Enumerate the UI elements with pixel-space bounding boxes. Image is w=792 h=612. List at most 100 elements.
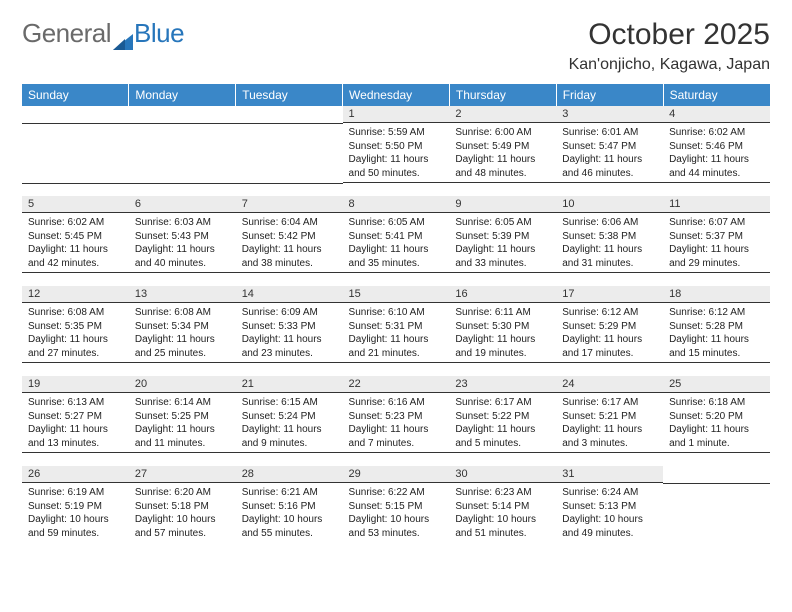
daylight-text: Daylight: 11 hours and 44 minutes. xyxy=(669,153,764,180)
calendar-row: 1Sunrise: 5:59 AMSunset: 5:50 PMDaylight… xyxy=(22,106,770,196)
sunrise-text: Sunrise: 6:06 AM xyxy=(562,216,657,230)
calendar-cell: 1Sunrise: 5:59 AMSunset: 5:50 PMDaylight… xyxy=(343,106,450,196)
sunset-text: Sunset: 5:37 PM xyxy=(669,230,764,244)
sunrise-text: Sunrise: 6:08 AM xyxy=(28,306,123,320)
day-number: 3 xyxy=(556,106,663,123)
calendar-cell: 25Sunrise: 6:18 AMSunset: 5:20 PMDayligh… xyxy=(663,376,770,466)
calendar-cell: 21Sunrise: 6:15 AMSunset: 5:24 PMDayligh… xyxy=(236,376,343,466)
calendar-cell: 28Sunrise: 6:21 AMSunset: 5:16 PMDayligh… xyxy=(236,466,343,556)
empty-day-body xyxy=(22,124,129,184)
sunrise-text: Sunrise: 6:20 AM xyxy=(135,486,230,500)
empty-day-number xyxy=(129,106,236,124)
day-body: Sunrise: 6:16 AMSunset: 5:23 PMDaylight:… xyxy=(343,393,450,453)
logo: General Blue xyxy=(22,18,184,49)
day-number: 17 xyxy=(556,286,663,303)
daylight-text: Daylight: 10 hours and 53 minutes. xyxy=(349,513,444,540)
sunset-text: Sunset: 5:31 PM xyxy=(349,320,444,334)
daylight-text: Daylight: 11 hours and 33 minutes. xyxy=(455,243,550,270)
calendar-cell: 30Sunrise: 6:23 AMSunset: 5:14 PMDayligh… xyxy=(449,466,556,556)
sunset-text: Sunset: 5:16 PM xyxy=(242,500,337,514)
daylight-text: Daylight: 11 hours and 7 minutes. xyxy=(349,423,444,450)
sunrise-text: Sunrise: 6:15 AM xyxy=(242,396,337,410)
sunset-text: Sunset: 5:29 PM xyxy=(562,320,657,334)
day-body: Sunrise: 6:22 AMSunset: 5:15 PMDaylight:… xyxy=(343,483,450,543)
day-body: Sunrise: 6:08 AMSunset: 5:35 PMDaylight:… xyxy=(22,303,129,363)
daylight-text: Daylight: 11 hours and 15 minutes. xyxy=(669,333,764,360)
sunset-text: Sunset: 5:38 PM xyxy=(562,230,657,244)
daylight-text: Daylight: 11 hours and 9 minutes. xyxy=(242,423,337,450)
sunrise-text: Sunrise: 6:22 AM xyxy=(349,486,444,500)
sunrise-text: Sunrise: 6:02 AM xyxy=(669,126,764,140)
day-number: 14 xyxy=(236,286,343,303)
calendar-table: Sunday Monday Tuesday Wednesday Thursday… xyxy=(22,84,770,556)
sunrise-text: Sunrise: 6:00 AM xyxy=(455,126,550,140)
day-number: 23 xyxy=(449,376,556,393)
calendar-cell: 24Sunrise: 6:17 AMSunset: 5:21 PMDayligh… xyxy=(556,376,663,466)
day-number: 31 xyxy=(556,466,663,483)
sunset-text: Sunset: 5:39 PM xyxy=(455,230,550,244)
day-body: Sunrise: 6:18 AMSunset: 5:20 PMDaylight:… xyxy=(663,393,770,453)
day-body: Sunrise: 6:03 AMSunset: 5:43 PMDaylight:… xyxy=(129,213,236,273)
location-text: Kan'onjicho, Kagawa, Japan xyxy=(569,56,770,74)
sunrise-text: Sunrise: 6:16 AM xyxy=(349,396,444,410)
day-number: 16 xyxy=(449,286,556,303)
day-body: Sunrise: 6:23 AMSunset: 5:14 PMDaylight:… xyxy=(449,483,556,543)
calendar-page: General Blue October 2025 Kan'onjicho, K… xyxy=(0,0,792,612)
sunset-text: Sunset: 5:23 PM xyxy=(349,410,444,424)
logo-text-blue: Blue xyxy=(134,18,184,49)
day-number: 20 xyxy=(129,376,236,393)
calendar-cell: 31Sunrise: 6:24 AMSunset: 5:13 PMDayligh… xyxy=(556,466,663,556)
col-tuesday: Tuesday xyxy=(236,84,343,106)
calendar-cell: 29Sunrise: 6:22 AMSunset: 5:15 PMDayligh… xyxy=(343,466,450,556)
day-body: Sunrise: 6:06 AMSunset: 5:38 PMDaylight:… xyxy=(556,213,663,273)
empty-day-number xyxy=(22,106,129,124)
daylight-text: Daylight: 10 hours and 59 minutes. xyxy=(28,513,123,540)
calendar-cell xyxy=(22,106,129,196)
sunset-text: Sunset: 5:28 PM xyxy=(669,320,764,334)
calendar-cell xyxy=(236,106,343,196)
sunrise-text: Sunrise: 6:09 AM xyxy=(242,306,337,320)
calendar-cell: 10Sunrise: 6:06 AMSunset: 5:38 PMDayligh… xyxy=(556,196,663,286)
col-thursday: Thursday xyxy=(449,84,556,106)
daylight-text: Daylight: 11 hours and 29 minutes. xyxy=(669,243,764,270)
calendar-cell: 26Sunrise: 6:19 AMSunset: 5:19 PMDayligh… xyxy=(22,466,129,556)
empty-day-number xyxy=(236,106,343,124)
day-body: Sunrise: 6:14 AMSunset: 5:25 PMDaylight:… xyxy=(129,393,236,453)
sunset-text: Sunset: 5:20 PM xyxy=(669,410,764,424)
sunset-text: Sunset: 5:34 PM xyxy=(135,320,230,334)
day-number: 27 xyxy=(129,466,236,483)
day-body: Sunrise: 6:13 AMSunset: 5:27 PMDaylight:… xyxy=(22,393,129,453)
day-number: 7 xyxy=(236,196,343,213)
col-sunday: Sunday xyxy=(22,84,129,106)
day-number: 12 xyxy=(22,286,129,303)
daylight-text: Daylight: 11 hours and 1 minute. xyxy=(669,423,764,450)
calendar-cell: 13Sunrise: 6:08 AMSunset: 5:34 PMDayligh… xyxy=(129,286,236,376)
day-body: Sunrise: 6:08 AMSunset: 5:34 PMDaylight:… xyxy=(129,303,236,363)
sunset-text: Sunset: 5:21 PM xyxy=(562,410,657,424)
day-body: Sunrise: 6:17 AMSunset: 5:22 PMDaylight:… xyxy=(449,393,556,453)
empty-day-body xyxy=(236,124,343,184)
day-body: Sunrise: 6:24 AMSunset: 5:13 PMDaylight:… xyxy=(556,483,663,543)
daylight-text: Daylight: 11 hours and 11 minutes. xyxy=(135,423,230,450)
calendar-cell: 16Sunrise: 6:11 AMSunset: 5:30 PMDayligh… xyxy=(449,286,556,376)
sunset-text: Sunset: 5:49 PM xyxy=(455,140,550,154)
calendar-cell: 18Sunrise: 6:12 AMSunset: 5:28 PMDayligh… xyxy=(663,286,770,376)
day-number: 2 xyxy=(449,106,556,123)
day-number: 25 xyxy=(663,376,770,393)
sunset-text: Sunset: 5:43 PM xyxy=(135,230,230,244)
daylight-text: Daylight: 11 hours and 19 minutes. xyxy=(455,333,550,360)
sunrise-text: Sunrise: 6:18 AM xyxy=(669,396,764,410)
empty-day-body xyxy=(129,124,236,184)
calendar-body: 1Sunrise: 5:59 AMSunset: 5:50 PMDaylight… xyxy=(22,106,770,556)
day-body: Sunrise: 6:07 AMSunset: 5:37 PMDaylight:… xyxy=(663,213,770,273)
calendar-cell: 17Sunrise: 6:12 AMSunset: 5:29 PMDayligh… xyxy=(556,286,663,376)
daylight-text: Daylight: 11 hours and 46 minutes. xyxy=(562,153,657,180)
daylight-text: Daylight: 11 hours and 35 minutes. xyxy=(349,243,444,270)
calendar-cell: 12Sunrise: 6:08 AMSunset: 5:35 PMDayligh… xyxy=(22,286,129,376)
day-number: 18 xyxy=(663,286,770,303)
empty-day-number xyxy=(663,466,770,484)
day-number: 24 xyxy=(556,376,663,393)
day-body: Sunrise: 6:12 AMSunset: 5:28 PMDaylight:… xyxy=(663,303,770,363)
sunset-text: Sunset: 5:25 PM xyxy=(135,410,230,424)
day-body: Sunrise: 6:05 AMSunset: 5:41 PMDaylight:… xyxy=(343,213,450,273)
